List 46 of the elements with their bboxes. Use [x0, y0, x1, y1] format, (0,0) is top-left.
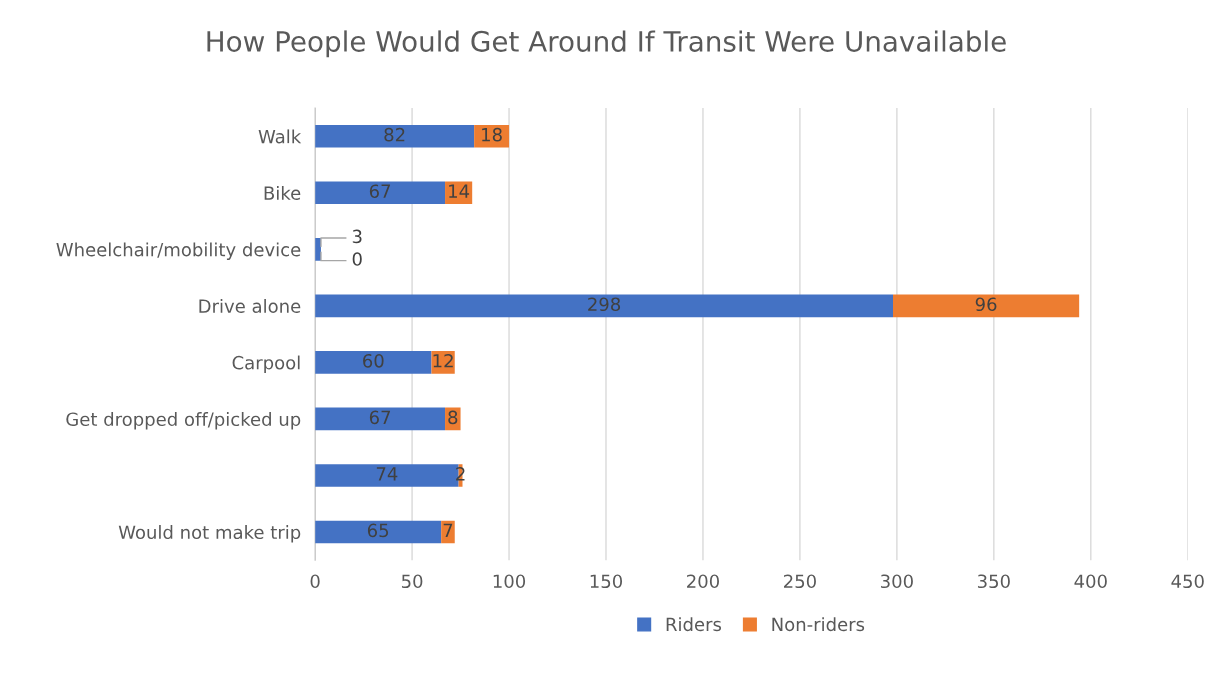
x-tick-label: 0	[310, 574, 320, 589]
data-label: 96	[975, 297, 997, 312]
data-label: 60	[363, 353, 384, 368]
data-label: 14	[449, 184, 470, 198]
data-label: 7	[443, 523, 453, 537]
bar	[893, 294, 1080, 318]
x-tick-label: 150	[590, 574, 623, 589]
x-tick-label: 400	[1074, 574, 1107, 589]
x-tick-label: 450	[1171, 574, 1204, 589]
bar	[315, 124, 475, 148]
data-label: 67	[369, 410, 391, 425]
y-tick-label: Drive alone	[199, 299, 301, 313]
y-tick-label: Get dropped off/picked up	[66, 412, 301, 430]
y-tick-label: Wheelchair/mobility device	[56, 242, 301, 260]
bar	[474, 124, 510, 148]
y-tick-label: Bike	[264, 185, 301, 200]
data-label: 8	[448, 410, 458, 425]
x-tick-label: 250	[784, 574, 816, 589]
legend-label: Non-riders	[772, 617, 865, 632]
data-label: 298	[588, 297, 621, 312]
data-label: 82	[384, 127, 405, 142]
data-label: 0	[352, 252, 362, 266]
x-tick-label: 50	[401, 574, 423, 589]
data-label: 3	[352, 229, 362, 244]
data-label: 74	[376, 467, 398, 481]
x-tick-label: 350	[977, 574, 1010, 589]
y-tick-label: Would not make trip	[118, 525, 301, 543]
y-tick-label: Carpool	[232, 355, 300, 374]
data-label: 65	[367, 523, 389, 538]
data-label: 2	[456, 467, 465, 481]
chart-title: How People Would Get Around If Transit Were Unavailable	[207, 30, 1006, 58]
x-tick-label: 100	[493, 574, 526, 589]
bar	[315, 520, 442, 544]
bar	[431, 351, 455, 374]
bar	[441, 520, 455, 544]
bar	[315, 294, 893, 318]
y-tick-label: Walk	[258, 129, 302, 144]
legend-label: Riders	[666, 617, 722, 632]
data-label: 67	[369, 184, 391, 199]
x-tick-label: 200	[687, 574, 719, 589]
bar	[315, 351, 432, 374]
data-label: 18	[482, 127, 502, 142]
bar	[315, 181, 446, 205]
bar	[315, 407, 446, 431]
data-label: 12	[433, 353, 453, 368]
x-tick-label: 300	[881, 574, 913, 589]
